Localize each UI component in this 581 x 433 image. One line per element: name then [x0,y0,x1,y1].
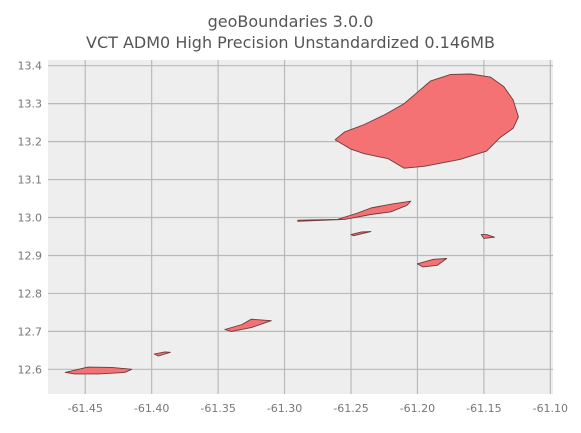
island-polygon [297,200,412,222]
island-polygon [480,234,495,239]
island-polygon [350,231,372,237]
x-tick-label: -61.45 [67,402,102,415]
island-polygon [224,318,272,332]
y-tick-label: 13.3 [18,98,43,111]
y-tick-label: 13.1 [18,174,43,187]
y-axis-ticks: 12.6 12.7 12.8 12.9 13.0 13.1 13.2 13.3 13.4 [18,60,43,377]
x-tick-label: -61.25 [333,402,368,415]
x-tick-label: -61.35 [200,402,235,415]
map-features [64,73,519,375]
x-tick-label: -61.10 [533,402,568,415]
chart-title-line2: VCT ADM0 High Precision Unstandardized 0… [86,33,495,52]
y-tick-label: 13.4 [18,60,43,73]
island-polygon [153,351,171,357]
y-tick-label: 12.6 [18,363,43,376]
y-tick-label: 12.9 [18,249,43,262]
y-tick-label: 13.0 [18,212,43,225]
chart-title-line1: geoBoundaries 3.0.0 [208,12,374,31]
x-tick-label: -61.40 [134,402,169,415]
x-tick-label: -61.20 [400,402,435,415]
y-tick-label: 12.7 [18,325,43,338]
x-tick-label: -61.30 [267,402,302,415]
y-tick-label: 13.2 [18,136,43,149]
y-tick-label: 12.8 [18,287,43,300]
island-polygon [334,73,519,169]
x-axis-ticks: -61.45 -61.40 -61.35 -61.30 -61.25 -61.20 -61.… [67,402,568,415]
island-polygon [416,258,448,268]
x-tick-label: -61.15 [466,402,501,415]
island-polygon [64,366,133,375]
gridlines [48,60,553,394]
